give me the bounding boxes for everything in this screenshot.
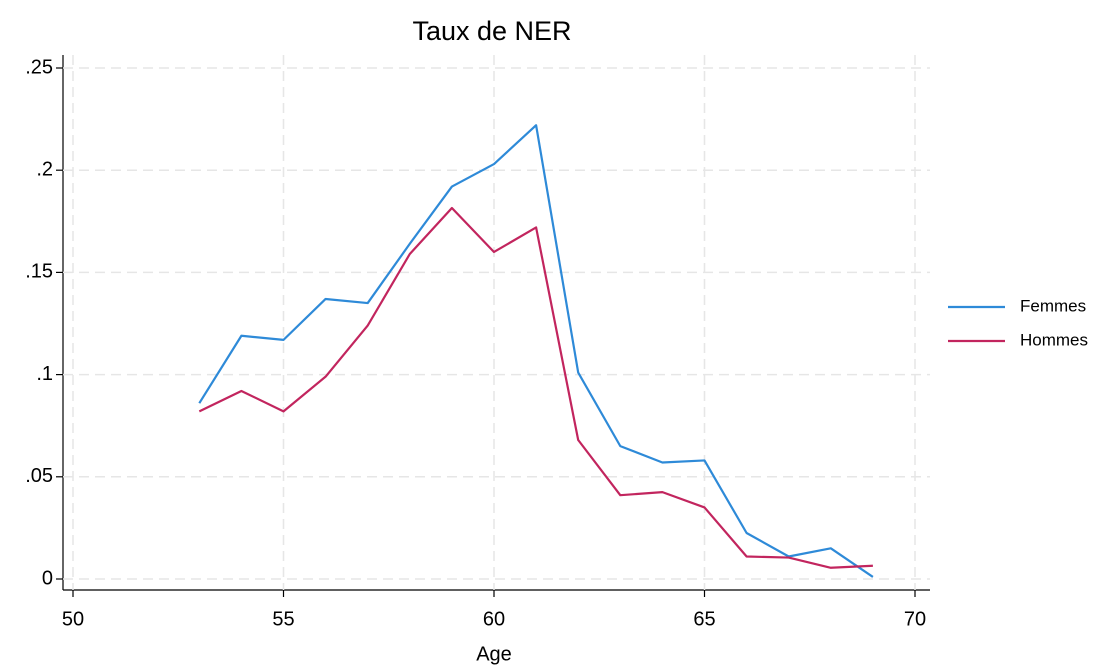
y-tick-label: .05 xyxy=(25,465,53,487)
legend-label: Femmes xyxy=(1020,296,1086,315)
x-tick-label: 55 xyxy=(272,608,294,630)
y-tick-label: 0 xyxy=(42,567,53,589)
y-tick-label: .15 xyxy=(25,261,53,283)
x-tick-label: 70 xyxy=(904,608,926,630)
y-tick-label: .1 xyxy=(36,363,53,385)
y-tick-label: .2 xyxy=(36,158,53,180)
y-tick-label: .25 xyxy=(25,56,53,78)
legend-label: Hommes xyxy=(1020,330,1088,349)
line-series xyxy=(198,206,873,569)
line-series xyxy=(198,124,874,578)
x-tick-label: 50 xyxy=(62,608,84,630)
chart-title: Taux de NER xyxy=(412,16,571,46)
x-tick-label: 60 xyxy=(483,608,505,630)
x-tick-label: 65 xyxy=(693,608,715,630)
x-axis-label: Age xyxy=(476,643,512,665)
